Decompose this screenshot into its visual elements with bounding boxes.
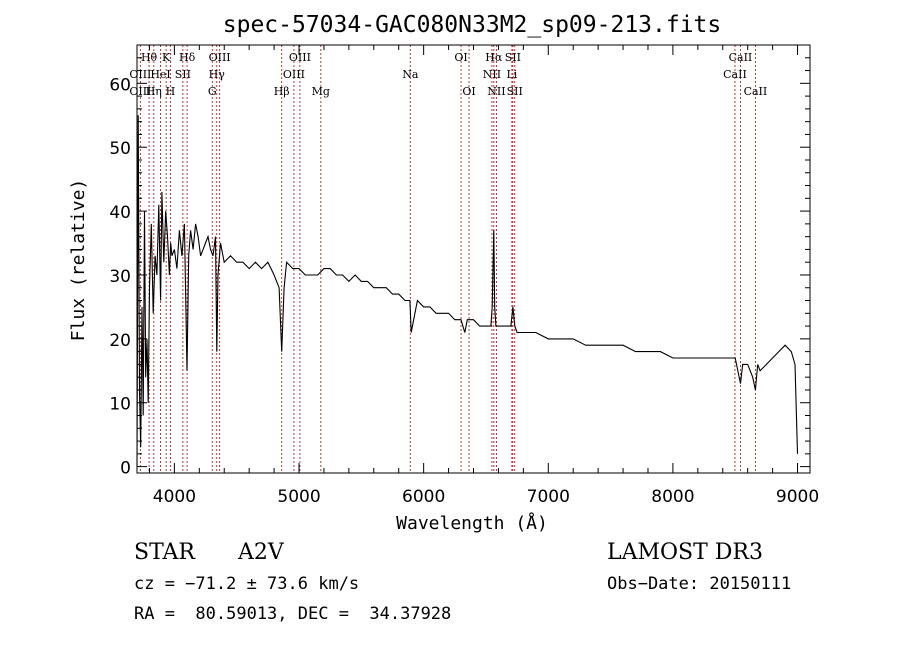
cz-value: cz = −71.2 ± 73.6 km/s	[134, 574, 360, 594]
line-label: OI	[462, 85, 475, 98]
line-label: Hη	[146, 85, 162, 98]
y-axis-label: Flux (relative)	[68, 179, 89, 342]
line-label: NII	[483, 68, 501, 81]
line-label: NII	[487, 85, 505, 98]
spectrum-line	[136, 115, 799, 467]
spectral-subclass: A2V	[238, 540, 284, 565]
line-label: OI	[454, 51, 467, 64]
obs-date: Obs−Date: 20150111	[607, 574, 792, 594]
line-label: Hβ	[274, 85, 290, 98]
line-label: OIII	[209, 51, 231, 64]
plot-frame	[136, 44, 811, 474]
line-label: Hθ	[141, 51, 158, 64]
line-label: OIII	[283, 68, 305, 81]
line-label: CaII	[729, 51, 753, 64]
line-label: K	[162, 51, 171, 64]
x-tick-label: 6000	[402, 487, 445, 507]
line-labels: OIII OIII Hθ Hη HeI K SII H Hδ OIII Hγ G Hβ OIII OIII M…	[129, 51, 767, 98]
line-label: Hδ	[179, 51, 196, 64]
x-tick-label: 5000	[277, 487, 320, 507]
line-label: Mg	[312, 85, 330, 98]
survey-name: LAMOST DR3	[607, 540, 763, 565]
line-label: OIII	[129, 68, 151, 81]
line-label: Hγ	[209, 68, 226, 81]
y-tick-label: 20	[109, 331, 131, 351]
line-label: Li	[506, 68, 517, 81]
y-tick-label: 60	[109, 75, 131, 95]
x-axis: 4000 5000 6000 7000 8000 9000	[148, 45, 819, 507]
line-label: Na	[402, 68, 419, 81]
x-tick-label: 9000	[776, 487, 819, 507]
line-label: OIII	[129, 85, 151, 98]
x-tick-label: 8000	[651, 487, 694, 507]
line-label: Hα	[485, 51, 503, 64]
line-label: CaII	[723, 68, 747, 81]
line-label: SII	[505, 51, 521, 64]
y-tick-label: 0	[120, 459, 131, 479]
line-label: HeI	[150, 68, 170, 81]
y-tick-label: 10	[109, 395, 131, 415]
x-tick-label: 7000	[527, 487, 570, 507]
coordinates: RA = 80.59013, DEC = 34.37928	[134, 604, 452, 624]
line-label: G	[208, 85, 217, 98]
line-label: H	[166, 85, 176, 98]
y-tick-label: 50	[109, 139, 131, 159]
x-axis-label: Wavelength (Å)	[396, 512, 548, 534]
chart-title: spec-57034-GAC080N33M2_sp09-213.fits	[223, 12, 722, 38]
object-type: STAR	[134, 540, 195, 565]
line-label: SII	[507, 85, 523, 98]
y-tick-label: 40	[109, 203, 131, 223]
x-tick-label: 4000	[153, 487, 196, 507]
y-axis: 0 10 20 30 40 50 60	[109, 57, 810, 479]
line-label: CaII	[744, 85, 768, 98]
line-label: SII	[175, 68, 191, 81]
line-label: OIII	[289, 51, 311, 64]
line-markers	[139, 45, 756, 473]
y-tick-label: 30	[109, 267, 131, 287]
